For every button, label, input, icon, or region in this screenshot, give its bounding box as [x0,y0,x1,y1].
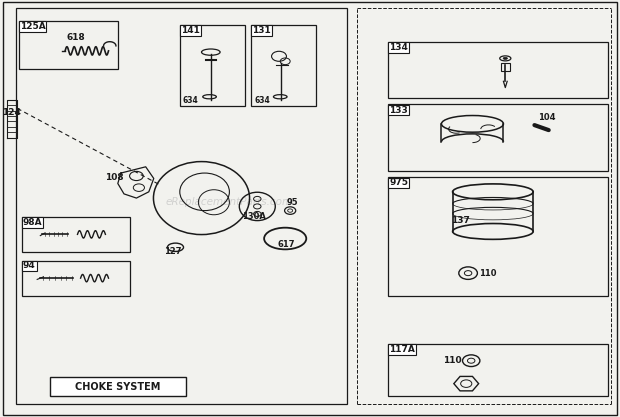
Text: 634: 634 [183,95,198,105]
Text: 110: 110 [443,356,462,365]
Text: 127: 127 [164,246,182,256]
Bar [22,261,130,296]
Text: eReplacementParts.com: eReplacementParts.com [166,197,293,207]
Bar [388,42,608,98]
Text: 95: 95 [286,198,298,207]
Text: 617: 617 [277,240,294,249]
Bar [50,377,186,396]
Bar [388,344,608,396]
Bar [19,21,118,69]
Text: 110: 110 [479,269,497,278]
Text: 94: 94 [23,261,36,271]
Bar [16,8,347,404]
Text: 618: 618 [67,33,86,42]
Text: CHOKE SYSTEM: CHOKE SYSTEM [75,382,161,392]
Text: 141: 141 [181,26,200,35]
Bar [251,25,316,106]
Bar [388,177,608,296]
Ellipse shape [503,57,507,60]
Bar [388,104,608,171]
Text: 134: 134 [389,43,408,52]
Text: 634: 634 [255,95,270,105]
Bar [180,25,245,106]
Bar [22,217,130,252]
Text: 117A: 117A [389,345,415,354]
Text: 104: 104 [538,113,555,122]
Text: 975: 975 [389,178,409,188]
Text: 130A: 130A [242,211,266,221]
Text: 125A: 125A [20,22,46,31]
Text: 131: 131 [252,26,271,35]
Text: 133: 133 [389,106,408,115]
Text: 137: 137 [451,216,469,225]
Text: 124: 124 [2,108,20,117]
Bar [501,63,510,71]
Text: 98A: 98A [23,218,43,227]
Text: 108: 108 [105,173,124,182]
